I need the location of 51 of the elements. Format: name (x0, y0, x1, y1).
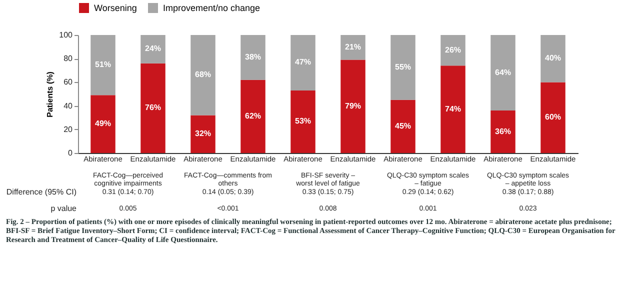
data-label: 60% (544, 112, 562, 122)
data-label: 76% (144, 103, 162, 112)
data-label: 47% (294, 58, 312, 67)
bar (240, 35, 266, 80)
data-label: 62% (244, 111, 262, 120)
bar (390, 35, 416, 100)
data-label: 51% (94, 60, 112, 70)
y-axis-title: Patients (%) (46, 71, 54, 118)
bar (190, 35, 216, 116)
data-label: 26% (444, 45, 462, 54)
data-label: 68% (194, 70, 212, 80)
bar (290, 35, 316, 90)
bar (440, 66, 466, 153)
data-label: 21% (344, 42, 362, 52)
data-label: 38% (244, 52, 262, 62)
bar (440, 35, 466, 66)
bar (540, 82, 566, 153)
y-tick-label: 60 (64, 78, 74, 87)
y-tick-label: 20 (64, 124, 74, 134)
bar (240, 80, 266, 153)
bar (140, 35, 166, 64)
data-label: 49% (94, 119, 112, 128)
text: p value (50, 204, 78, 214)
data-label: 40% (544, 54, 562, 63)
y-tick-label: 100 (59, 30, 74, 40)
bar (140, 63, 166, 153)
bar (290, 90, 316, 153)
y-tick-label: 40 (64, 101, 74, 110)
bar (390, 100, 416, 153)
bar (340, 60, 366, 153)
y-tick-label: 0 (68, 148, 74, 158)
data-label: 55% (394, 62, 412, 72)
data-label: 53% (294, 116, 312, 126)
bar (340, 35, 366, 60)
data-label: 32% (194, 129, 212, 138)
bar (90, 95, 116, 153)
text: Difference (95% CI) (6, 188, 77, 196)
y-tick-label: 80 (64, 54, 74, 64)
data-label: 64% (494, 68, 512, 77)
bar (490, 35, 516, 111)
data-label: 79% (344, 101, 362, 110)
bar (540, 35, 566, 82)
data-label: 74% (444, 104, 462, 114)
data-label: 36% (494, 126, 512, 136)
legend-label: Worsening (94, 3, 137, 13)
bar (490, 110, 516, 153)
data-label: 24% (144, 44, 162, 54)
bar (190, 115, 216, 153)
bar (90, 35, 116, 96)
legend-label: Improvement/no change (163, 3, 260, 13)
data-label: 45% (394, 121, 412, 130)
